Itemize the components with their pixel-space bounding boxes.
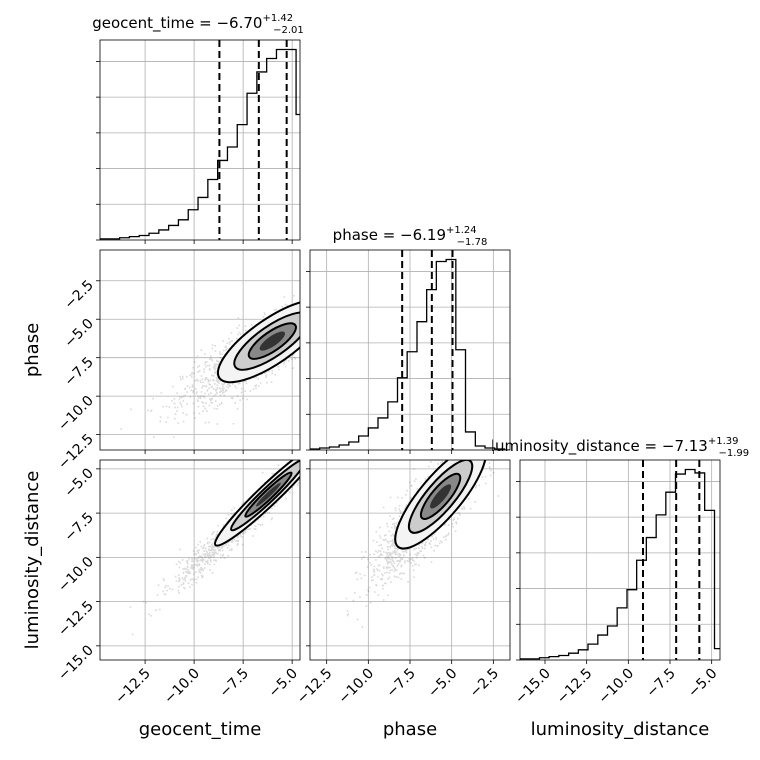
panel-scatter-phase-luminosity_distance: [310, 460, 510, 660]
panel-hist-luminosity_distance: [520, 460, 720, 660]
x-axis-label-phase: phase: [383, 719, 437, 740]
panel-hist-geocent_time: [100, 40, 300, 240]
x-tick-label-hist-luminosity_distance-4: −5.0: [685, 666, 720, 701]
plot-layer: −2.5−5.0−7.5−10.0−12.5−5.0−7.5−10.0−12.5…: [55, 39, 721, 708]
frame-hist-geocent_time: [99, 39, 301, 241]
density-level-3: [255, 482, 281, 507]
y-axis-label-phase: phase: [22, 323, 43, 377]
scatter-points: [345, 460, 500, 628]
y-tick-label-scatter-geocent_time-phase-4: −12.5: [55, 431, 97, 473]
panel-scatter-geocent_time-phase: [100, 250, 300, 450]
title-luminosity-distance-sub: −1.99: [719, 448, 750, 459]
y-tick-label-scatter-geocent_time-phase-3: −10.0: [55, 393, 97, 435]
density-level-3: [430, 484, 452, 509]
x-axis-label-luminosity-distance: luminosity_distance: [531, 719, 710, 740]
x-axis-label-geocent-time: geocent_time: [139, 719, 262, 740]
y-tick-label-scatter-geocent_time-phase-1: −5.0: [61, 316, 96, 351]
density-level-3: [259, 331, 286, 351]
contour-1: [230, 460, 300, 532]
x-tick-label-scatter-phase-luminosity_distance-1: −10.0: [336, 666, 378, 708]
panel-hist-phase: [310, 250, 510, 450]
x-tick-label-scatter-geocent_time-luminosity_distance-1: −10.0: [161, 666, 203, 708]
panel-scatter-geocent_time-luminosity_distance: [100, 460, 300, 660]
x-tick-label-scatter-phase-luminosity_distance-3: −5.0: [425, 666, 460, 701]
contour-2: [244, 471, 293, 518]
contour-2: [419, 472, 462, 520]
x-tick-label-hist-luminosity_distance-3: −7.5: [643, 666, 678, 701]
title-phase-sub: −1.78: [457, 237, 488, 248]
frame-scatter-geocent_time-phase: [99, 249, 301, 451]
contour-1: [407, 460, 474, 534]
y-tick-label-scatter-geocent_time-luminosity_distance-2: −10.0: [55, 554, 97, 596]
x-tick-label-scatter-geocent_time-luminosity_distance-0: −12.5: [112, 666, 154, 708]
histogram-geocent_time: [100, 48, 300, 240]
title-phase-sup: +1.24: [446, 225, 477, 236]
y-axis-label-luminosity-distance: luminosity_distance: [22, 471, 43, 650]
scatter-points: [129, 460, 300, 636]
x-tick-label-scatter-phase-luminosity_distance-2: −7.5: [383, 666, 418, 701]
contour-2: [247, 322, 297, 360]
y-tick-label-scatter-geocent_time-luminosity_distance-4: −15.0: [55, 642, 97, 684]
histogram-luminosity_distance: [520, 468, 720, 660]
frame-hist-luminosity_distance: [519, 459, 721, 661]
title-luminosity-distance: luminosity_distance = −7.13+1.39 −1.99: [491, 436, 749, 459]
contour-0: [394, 460, 487, 550]
contour-0: [214, 460, 300, 547]
title-geocent-time-sup: +1.42: [262, 13, 293, 24]
title-geocent-time: geocent_time = −6.70+1.42 −2.01: [92, 13, 304, 36]
x-tick-label-scatter-phase-luminosity_distance-0: −12.5: [294, 666, 336, 708]
x-tick-label-hist-luminosity_distance-0: −15.0: [512, 666, 554, 708]
frame-scatter-geocent_time-luminosity_distance: [99, 459, 301, 661]
title-phase: phase = −6.19+1.24 −1.78: [333, 225, 488, 248]
y-tick-label-scatter-geocent_time-luminosity_distance-1: −7.5: [61, 510, 96, 545]
histogram-phase: [310, 258, 510, 450]
frame-scatter-phase-luminosity_distance: [309, 459, 511, 661]
title-luminosity-distance-sup: +1.39: [708, 436, 739, 447]
contour-1: [233, 311, 300, 371]
frame-hist-phase: [309, 249, 511, 451]
title-geocent-time-sub: −2.01: [273, 25, 304, 36]
y-tick-label-scatter-geocent_time-phase-2: −7.5: [61, 354, 96, 389]
title-phase-main: phase = −6.19: [333, 226, 446, 244]
contour-0: [216, 298, 300, 384]
y-tick-label-scatter-geocent_time-luminosity_distance-3: −12.5: [55, 598, 97, 640]
title-geocent-time-main: geocent_time = −6.70: [92, 14, 262, 33]
x-tick-label-scatter-geocent_time-luminosity_distance-2: −7.5: [217, 666, 252, 701]
x-tick-label-hist-luminosity_distance-2: −10.0: [596, 666, 638, 708]
title-luminosity-distance-main: luminosity_distance = −7.13: [491, 437, 708, 456]
x-tick-label-scatter-phase-luminosity_distance-4: −2.5: [467, 666, 502, 701]
y-tick-label-scatter-geocent_time-phase-0: −2.5: [61, 277, 96, 312]
x-tick-label-hist-luminosity_distance-1: −12.5: [554, 666, 596, 708]
